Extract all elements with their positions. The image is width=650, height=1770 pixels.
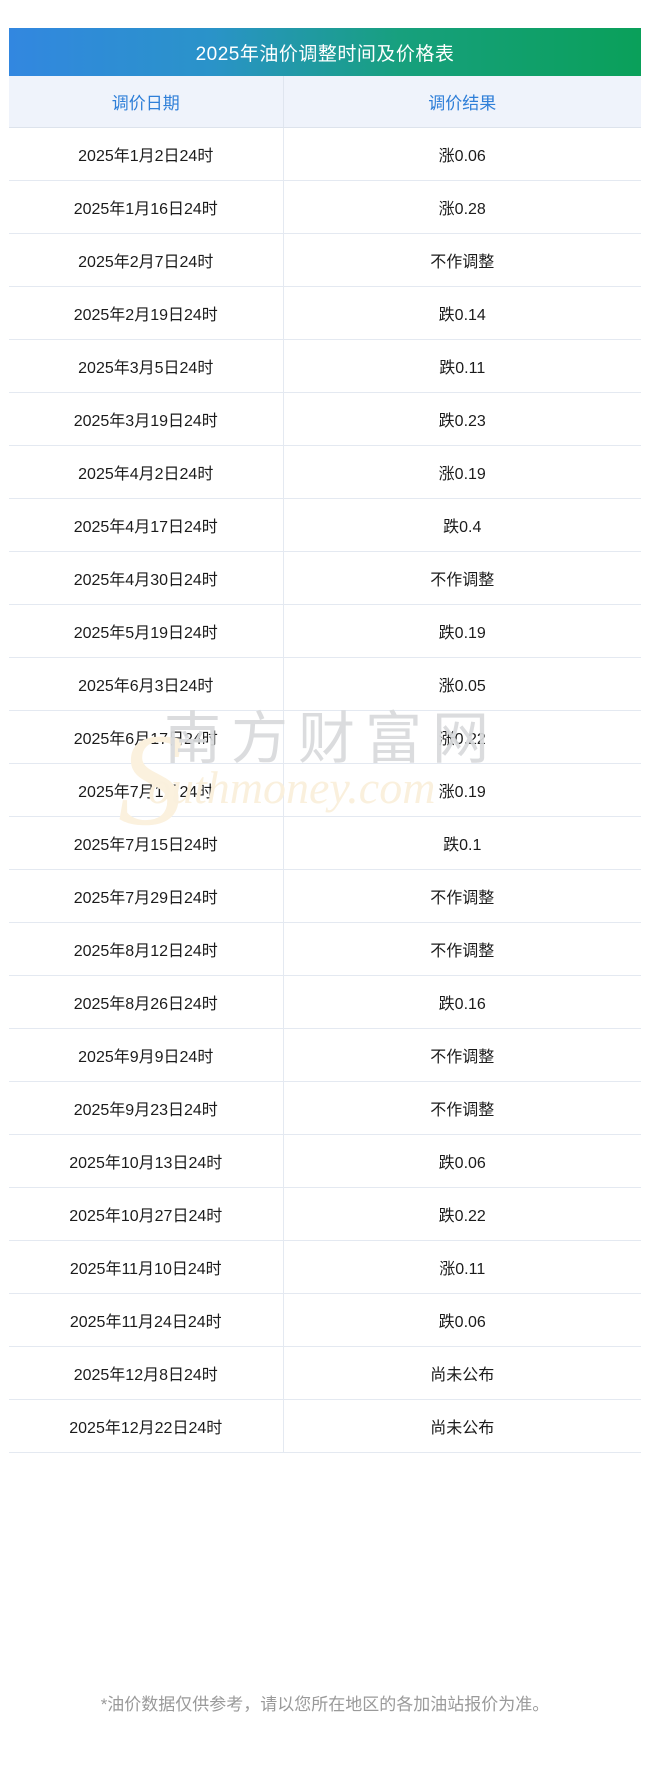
cell-result: 尚未公布 bbox=[283, 1399, 641, 1453]
cell-date: 2025年9月23日24时 bbox=[9, 1081, 284, 1135]
table-row: 2025年4月30日24时 不作调整 bbox=[9, 551, 641, 605]
cell-result: 跌0.14 bbox=[283, 286, 641, 340]
cell-date: 2025年12月22日24时 bbox=[9, 1399, 284, 1453]
table-row: 2025年2月19日24时 跌0.14 bbox=[9, 286, 641, 340]
cell-result: 涨0.05 bbox=[283, 657, 641, 711]
cell-date: 2025年8月12日24时 bbox=[9, 922, 284, 976]
cell-date: 2025年10月13日24时 bbox=[9, 1134, 284, 1188]
cell-result: 涨0.11 bbox=[283, 1240, 641, 1294]
table-row: 2025年12月22日24时 尚未公布 bbox=[9, 1399, 641, 1453]
cell-result: 涨0.22 bbox=[283, 710, 641, 764]
table-row: 2025年4月17日24时 跌0.4 bbox=[9, 498, 641, 552]
table-row: 2025年3月19日24时 跌0.23 bbox=[9, 392, 641, 446]
cell-result: 跌0.1 bbox=[283, 816, 641, 870]
table-row: 2025年11月10日24时 涨0.11 bbox=[9, 1240, 641, 1294]
cell-date: 2025年7月15日24时 bbox=[9, 816, 284, 870]
table-row: 2025年8月12日24时 不作调整 bbox=[9, 922, 641, 976]
table-row: 2025年1月2日24时 涨0.06 bbox=[9, 127, 641, 181]
fuel-price-table: 调价日期 调价结果 2025年1月2日24时 涨0.06 2025年1月16日24时… bbox=[9, 76, 641, 1453]
table-row: 2025年6月3日24时 涨0.05 bbox=[9, 657, 641, 711]
cell-result: 涨0.19 bbox=[283, 445, 641, 499]
table-row: 2025年7月29日24时 不作调整 bbox=[9, 869, 641, 923]
cell-date: 2025年1月2日24时 bbox=[9, 127, 284, 181]
cell-date: 2025年8月26日24时 bbox=[9, 975, 284, 1029]
cell-date: 2025年12月8日24时 bbox=[9, 1346, 284, 1400]
cell-result: 跌0.06 bbox=[283, 1134, 641, 1188]
table-row: 2025年2月7日24时 不作调整 bbox=[9, 233, 641, 287]
cell-result: 跌0.22 bbox=[283, 1187, 641, 1241]
table-row: 2025年11月24日24时 跌0.06 bbox=[9, 1293, 641, 1347]
cell-result: 涨0.19 bbox=[283, 763, 641, 817]
table-row: 2025年5月19日24时 跌0.19 bbox=[9, 604, 641, 658]
cell-date: 2025年5月19日24时 bbox=[9, 604, 284, 658]
column-header-result: 调价结果 bbox=[283, 76, 641, 128]
cell-result: 涨0.06 bbox=[283, 127, 641, 181]
cell-date: 2025年4月30日24时 bbox=[9, 551, 284, 605]
table-row: 2025年1月16日24时 涨0.28 bbox=[9, 180, 641, 234]
cell-date: 2025年1月16日24时 bbox=[9, 180, 284, 234]
cell-date: 2025年2月19日24时 bbox=[9, 286, 284, 340]
cell-result: 不作调整 bbox=[283, 551, 641, 605]
cell-date: 2025年4月2日24时 bbox=[9, 445, 284, 499]
cell-date: 2025年7月29日24时 bbox=[9, 869, 284, 923]
table-row: 2025年6月17日24时 涨0.22 bbox=[9, 710, 641, 764]
cell-date: 2025年10月27日24时 bbox=[9, 1187, 284, 1241]
cell-result: 不作调整 bbox=[283, 1081, 641, 1135]
table-row: 2025年12月8日24时 尚未公布 bbox=[9, 1346, 641, 1400]
cell-result: 不作调整 bbox=[283, 869, 641, 923]
page-title: 2025年油价调整时间及价格表 bbox=[195, 43, 455, 65]
cell-date: 2025年3月19日24时 bbox=[9, 392, 284, 446]
table-title-bar: 2025年油价调整时间及价格表 bbox=[9, 28, 641, 76]
table-row: 2025年9月9日24时 不作调整 bbox=[9, 1028, 641, 1082]
cell-date: 2025年11月10日24时 bbox=[9, 1240, 284, 1294]
cell-result: 涨0.28 bbox=[283, 180, 641, 234]
cell-result: 跌0.4 bbox=[283, 498, 641, 552]
cell-result: 跌0.11 bbox=[283, 339, 641, 393]
cell-date: 2025年7月1日24时 bbox=[9, 763, 284, 817]
table-row: 2025年10月27日24时 跌0.22 bbox=[9, 1187, 641, 1241]
cell-result: 跌0.16 bbox=[283, 975, 641, 1029]
cell-date: 2025年6月17日24时 bbox=[9, 710, 284, 764]
cell-result: 不作调整 bbox=[283, 1028, 641, 1082]
cell-result: 跌0.23 bbox=[283, 392, 641, 446]
disclaimer-note: *油价数据仅供参考，请以您所在地区的各加油站报价为准。 bbox=[100, 1695, 550, 1714]
column-header-date: 调价日期 bbox=[9, 76, 284, 128]
table-header-row: 调价日期 调价结果 bbox=[9, 76, 641, 128]
table-body: 2025年1月2日24时 涨0.06 2025年1月16日24时 涨0.28 2025年… bbox=[9, 127, 641, 1453]
cell-result: 不作调整 bbox=[283, 922, 641, 976]
table-row: 2025年3月5日24时 跌0.11 bbox=[9, 339, 641, 393]
cell-result: 不作调整 bbox=[283, 233, 641, 287]
cell-result: 尚未公布 bbox=[283, 1346, 641, 1400]
cell-date: 2025年3月5日24时 bbox=[9, 339, 284, 393]
cell-result: 跌0.06 bbox=[283, 1293, 641, 1347]
table-row: 2025年4月2日24时 涨0.19 bbox=[9, 445, 641, 499]
cell-date: 2025年6月3日24时 bbox=[9, 657, 284, 711]
cell-date: 2025年4月17日24时 bbox=[9, 498, 284, 552]
cell-date: 2025年9月9日24时 bbox=[9, 1028, 284, 1082]
table-row: 2025年8月26日24时 跌0.16 bbox=[9, 975, 641, 1029]
table-row: 2025年10月13日24时 跌0.06 bbox=[9, 1134, 641, 1188]
table-row: 2025年9月23日24时 不作调整 bbox=[9, 1081, 641, 1135]
cell-result: 跌0.19 bbox=[283, 604, 641, 658]
table-row: 2025年7月1日24时 涨0.19 bbox=[9, 763, 641, 817]
cell-date: 2025年11月24日24时 bbox=[9, 1293, 284, 1347]
cell-date: 2025年2月7日24时 bbox=[9, 233, 284, 287]
table-row: 2025年7月15日24时 跌0.1 bbox=[9, 816, 641, 870]
